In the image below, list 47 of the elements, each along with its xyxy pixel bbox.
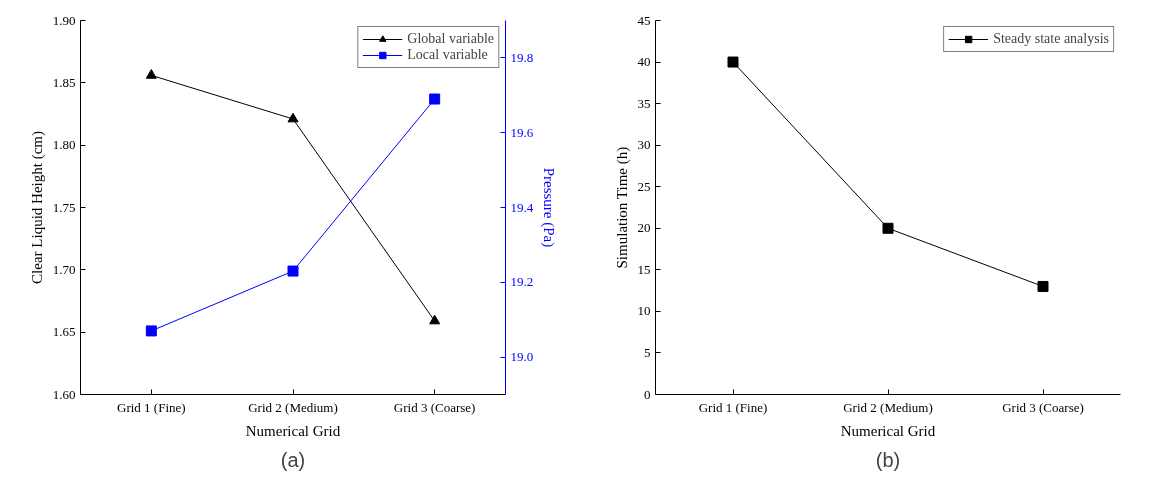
y-tick-label: 1.90 <box>52 12 76 28</box>
y-tick-label: 5 <box>644 344 651 360</box>
point <box>429 314 441 325</box>
y2-tick-label: 19.6 <box>510 124 534 140</box>
text: (b) <box>875 448 901 471</box>
y2-tick-label: 19.0 <box>510 349 534 365</box>
x-axis-title: Numerical Grid <box>840 422 936 439</box>
y-tick-label: 20 <box>637 220 651 236</box>
y-tick-label: 1.60 <box>52 386 76 402</box>
y-tick-label: 1.85 <box>52 74 76 90</box>
point <box>882 222 894 234</box>
legend-label: Global variable <box>407 31 494 47</box>
y-tick-label: 1.80 <box>52 137 76 153</box>
x-tick-label: Grid 2 (Medium) <box>248 399 338 415</box>
y-axis-title: Clear Liquid Height (cm) <box>28 131 46 284</box>
legend-label: Steady state analysis <box>993 31 1109 47</box>
y-tick-label: 0 <box>644 386 651 402</box>
y-tick-label: 25 <box>637 178 651 194</box>
y-axis-title: Simulation Time (h) <box>613 146 631 269</box>
point <box>727 56 739 68</box>
y2-tick-label: 19.2 <box>510 274 534 290</box>
x-tick-label: Grid 1 (Fine) <box>117 399 186 415</box>
x-tick-label: Grid 3 (Coarse) <box>1002 399 1084 415</box>
y-tick-label: 1.75 <box>52 199 76 215</box>
y-tick-label: 10 <box>637 303 651 319</box>
y2-tick-label: 19.4 <box>510 199 534 215</box>
y-tick-label: 45 <box>637 12 651 28</box>
point <box>287 112 299 123</box>
point <box>1037 280 1049 292</box>
legend-label: Local variable <box>407 47 488 63</box>
x-axis-title: Numerical Grid <box>245 422 341 439</box>
y-tick-label: 15 <box>637 261 651 277</box>
text: (a) <box>280 448 306 471</box>
y-tick-label: 1.70 <box>52 261 76 277</box>
y-tick-label: 35 <box>637 95 651 111</box>
point <box>145 325 157 337</box>
point <box>145 69 157 79</box>
y-tick-label: 1.65 <box>52 324 76 340</box>
y2-axis-title: Pressure (Pa) <box>540 167 558 248</box>
x-tick-label: Grid 3 (Coarse) <box>393 399 476 415</box>
point <box>287 265 299 277</box>
point <box>429 93 441 105</box>
x-tick-label: Grid 1 (Fine) <box>698 399 768 415</box>
y-tick-label: 30 <box>637 137 651 153</box>
y-tick-label: 40 <box>637 54 651 70</box>
x-tick-label: Grid 2 (Medium) <box>843 399 933 415</box>
y2-tick-label: 19.8 <box>510 49 534 65</box>
